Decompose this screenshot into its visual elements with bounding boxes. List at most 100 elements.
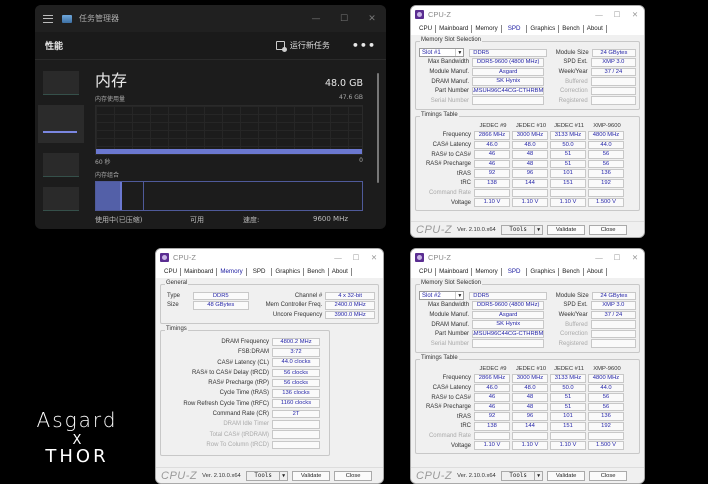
week-year-label: Week/Year — [558, 311, 588, 318]
correction-label: Correction — [559, 331, 588, 338]
registered-value — [590, 339, 636, 349]
tab-mainboard[interactable]: Mainboard — [436, 268, 473, 276]
tab-bench[interactable]: Bench — [559, 268, 584, 276]
timing-cell — [512, 188, 548, 198]
tab-bench[interactable]: Bench — [559, 25, 584, 33]
tab-cpu[interactable]: CPU — [416, 25, 437, 33]
timing-cell: 144 — [512, 422, 548, 431]
timing-row: Voltage 1.10 V 1.10 V 1.10 V 1.500 V — [419, 198, 636, 208]
tab-graphics[interactable]: Graphics — [527, 25, 560, 33]
run-new-task-button[interactable]: 运行新任务 — [275, 40, 330, 52]
slot-select[interactable]: Slot #1 ▼ — [419, 48, 465, 58]
serial-number-value — [472, 339, 545, 349]
timing-row: CAS# Latency 46.0 48.0 50.0 44.0 — [419, 383, 636, 393]
scrollbar[interactable] — [377, 73, 379, 183]
group-title: Memory Slot Selection — [420, 280, 483, 286]
sidebar-item-disk[interactable] — [43, 153, 79, 177]
slot-select[interactable]: Slot #2 ▼ — [419, 291, 465, 301]
maximize-button[interactable]: ☐ — [613, 252, 621, 262]
tab-spd[interactable]: SPD — [247, 268, 273, 276]
close-button[interactable]: Close — [334, 470, 373, 481]
tab-graphics[interactable]: Graphics — [272, 268, 305, 276]
memory-timing-label: FSB:DRAM — [237, 349, 269, 356]
maximize-button[interactable]: ☐ — [613, 9, 621, 19]
spd-ext-label: SPD Ext. — [563, 59, 588, 66]
sidebar-item-cpu[interactable] — [43, 71, 79, 95]
cpuz-memory-window: CPU-Z — ☐ ✕ CPU Mainboard Memory SPD Gra… — [155, 248, 384, 484]
tab-about[interactable]: About — [329, 268, 352, 276]
speed-value: 9600 MHz — [313, 215, 349, 223]
memory-timing-label: DRAM Frequency — [221, 338, 269, 345]
close-icon[interactable]: ✕ — [631, 9, 639, 19]
timing-cell: 2866 MHz — [474, 374, 510, 383]
timings-table-header: JEDEC #9 JEDEC #10 JEDEC #11 XMP-9600 — [419, 366, 636, 374]
tab-mainboard[interactable]: Mainboard — [436, 25, 473, 33]
timing-row-label: tRC — [460, 180, 471, 187]
tab-about[interactable]: About — [584, 268, 607, 276]
memory-timing-label: RAS# to CAS# Delay (tRCD) — [191, 369, 269, 376]
tab-graphics[interactable]: Graphics — [527, 268, 560, 276]
memory-timing-row: RAS# to CAS# Delay (tRCD) 56 clocks — [164, 368, 326, 378]
sidebar-item-memory[interactable] — [38, 105, 84, 143]
memory-timing-value: 3:72 — [272, 347, 320, 357]
tab-memory[interactable]: Memory — [472, 268, 502, 276]
timing-cell: 92 — [474, 412, 510, 422]
tab-spd[interactable]: SPD — [502, 25, 528, 33]
timing-row-label: Frequency — [442, 132, 471, 139]
tools-dropdown[interactable]: Tools ▼ — [501, 470, 544, 481]
validate-button[interactable]: Validate — [547, 224, 586, 235]
timing-cell: 44.0 — [588, 140, 624, 150]
column-xmp: XMP-9600 — [593, 365, 621, 372]
module-manuf-value: Asgard — [472, 310, 545, 320]
minimize-button[interactable]: — — [595, 9, 603, 19]
timing-cell: 51 — [550, 150, 586, 159]
run-task-icon — [275, 41, 287, 52]
tab-bench[interactable]: Bench — [304, 268, 329, 276]
brand-x: X — [72, 433, 82, 448]
module-size-label: Module Size — [555, 292, 589, 299]
hamburger-menu-icon[interactable] — [43, 14, 53, 23]
task-manager-app-icon — [62, 14, 72, 23]
correction-value — [590, 86, 636, 96]
maximize-button[interactable]: ☐ — [352, 252, 360, 262]
more-options-button[interactable]: ••• — [351, 39, 376, 52]
tab-spd[interactable]: SPD — [502, 268, 528, 276]
cpuz-footer: CPU-Z Ver. 2.10.0.x64 Tools ▼ Validate C… — [156, 467, 383, 483]
tab-memory[interactable]: Memory — [217, 268, 247, 276]
sidebar-item-network[interactable] — [43, 187, 79, 211]
dram-manuf-label: DRAM Manuf. — [431, 78, 470, 85]
maximize-button[interactable]: ☐ — [339, 13, 349, 24]
tab-cpu[interactable]: CPU — [416, 268, 437, 276]
close-button[interactable]: Close — [589, 470, 628, 481]
memory-usage-fill — [96, 149, 362, 154]
timings-table-body: Frequency 2866 MHz 3000 MHz 3133 MHz 4800 MH… — [419, 374, 636, 451]
validate-button[interactable]: Validate — [292, 470, 331, 481]
memory-type-value: DDR5 — [469, 48, 547, 58]
tools-dropdown[interactable]: Tools ▼ — [246, 470, 289, 481]
tab-mainboard[interactable]: Mainboard — [181, 268, 218, 276]
minimize-button[interactable]: — — [311, 13, 321, 24]
title-bar: 任务管理器 — ☐ ✕ — [35, 5, 386, 32]
type-label: Type — [167, 292, 181, 299]
buffered-value — [590, 320, 636, 329]
minimize-button[interactable]: — — [595, 252, 603, 262]
timings-table-header: JEDEC #9 JEDEC #10 JEDEC #11 XMP-9600 — [419, 123, 636, 131]
chevron-down-icon: ▼ — [455, 49, 463, 57]
timing-cell — [588, 188, 624, 198]
minimize-button[interactable]: — — [334, 252, 342, 262]
timing-row: CAS# Latency 46.0 48.0 50.0 44.0 — [419, 140, 636, 150]
composition-modified — [122, 182, 144, 210]
tab-memory[interactable]: Memory — [472, 25, 502, 33]
close-icon[interactable]: ✕ — [370, 252, 378, 262]
spd-ext-value: XMP 3.0 — [590, 301, 636, 310]
tab-about[interactable]: About — [584, 25, 607, 33]
validate-button[interactable]: Validate — [547, 470, 586, 481]
close-button[interactable]: Close — [589, 224, 628, 235]
close-button[interactable]: ✕ — [368, 13, 376, 24]
tab-cpu[interactable]: CPU — [161, 268, 182, 276]
tools-dropdown[interactable]: Tools ▼ — [501, 224, 544, 235]
timing-cell: 46 — [474, 150, 510, 159]
cpuz-window-title: CPU-Z — [428, 252, 451, 262]
module-size-label: Module Size — [555, 49, 589, 56]
close-icon[interactable]: ✕ — [631, 252, 639, 262]
